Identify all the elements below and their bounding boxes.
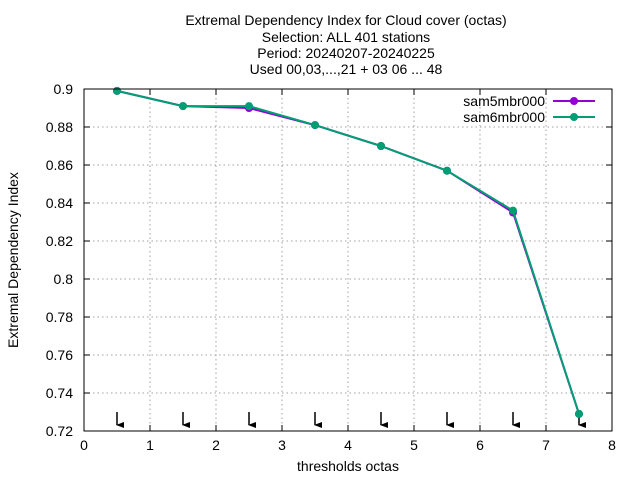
y-tick-labels: 0.72 0.74 0.76 0.78 0.8 0.82 0.84 0.86 0.88 0.9 <box>46 81 73 439</box>
title-line-1: Extremal Dependency Index for Cloud cove… <box>185 12 506 28</box>
grid <box>84 89 612 431</box>
data-point-series-2 <box>113 86 121 95</box>
threshold-arrows <box>116 412 586 428</box>
y-tick-label: 0.88 <box>46 119 73 135</box>
y-tick-label: 0.76 <box>46 347 73 363</box>
title-line-2: Selection: ALL 401 stations <box>262 29 430 45</box>
title-line-3: Period: 20240207-20240225 <box>257 45 435 61</box>
y-tick-label: 0.84 <box>46 195 73 211</box>
y-tick-label: 0.78 <box>46 309 73 325</box>
series-layer <box>113 86 583 418</box>
x-axis-label: thresholds octas <box>297 458 399 474</box>
x-tick-labels: 0 1 2 3 4 5 6 7 8 <box>80 437 616 453</box>
data-point-series-2 <box>245 102 253 111</box>
y-tick-label: 0.9 <box>54 81 74 97</box>
x-tick-label: 2 <box>212 437 220 453</box>
legend-label-series-2: sam6mbr000 <box>463 109 545 125</box>
legend-entry-series-1: sam5mbr000 <box>463 93 595 109</box>
x-tick-label: 7 <box>542 437 550 453</box>
x-tick-label: 8 <box>608 437 616 453</box>
x-tick-label: 3 <box>278 437 286 453</box>
y-tick-label: 0.82 <box>46 233 73 249</box>
plot-frame <box>83 88 613 432</box>
series-line-2 <box>116 89 580 415</box>
chart-title: Extremal Dependency Index for Cloud cove… <box>185 12 506 77</box>
y-tick-label: 0.86 <box>46 157 73 173</box>
x-tick-label: 4 <box>344 437 352 453</box>
x-tick-label: 5 <box>410 437 418 453</box>
legend-marker-series-1 <box>570 97 578 105</box>
y-axis-label: Extremal Dependency Index <box>5 172 21 348</box>
data-point-series-2 <box>443 166 451 175</box>
data-point-series-2 <box>179 102 187 111</box>
x-tick-label: 1 <box>146 437 154 453</box>
y-tick-label: 0.72 <box>46 423 73 439</box>
y-tick-label: 0.8 <box>54 271 74 287</box>
data-point-series-2 <box>311 121 319 130</box>
data-point-series-2 <box>575 409 583 418</box>
x-tick-label: 6 <box>476 437 484 453</box>
legend: sam5mbr000 sam6mbr000 <box>463 93 595 125</box>
y-tick-label: 0.74 <box>46 385 73 401</box>
data-point-series-2 <box>509 206 517 215</box>
legend-marker-series-2 <box>570 113 578 121</box>
title-line-4: Used 00,03,...,21 + 03 06 ... 48 <box>250 61 443 77</box>
legend-entry-series-2: sam6mbr000 <box>463 109 595 125</box>
x-tick-label: 0 <box>80 437 88 453</box>
data-point-series-2 <box>377 142 385 150</box>
legend-label-series-1: sam5mbr000 <box>463 93 545 109</box>
